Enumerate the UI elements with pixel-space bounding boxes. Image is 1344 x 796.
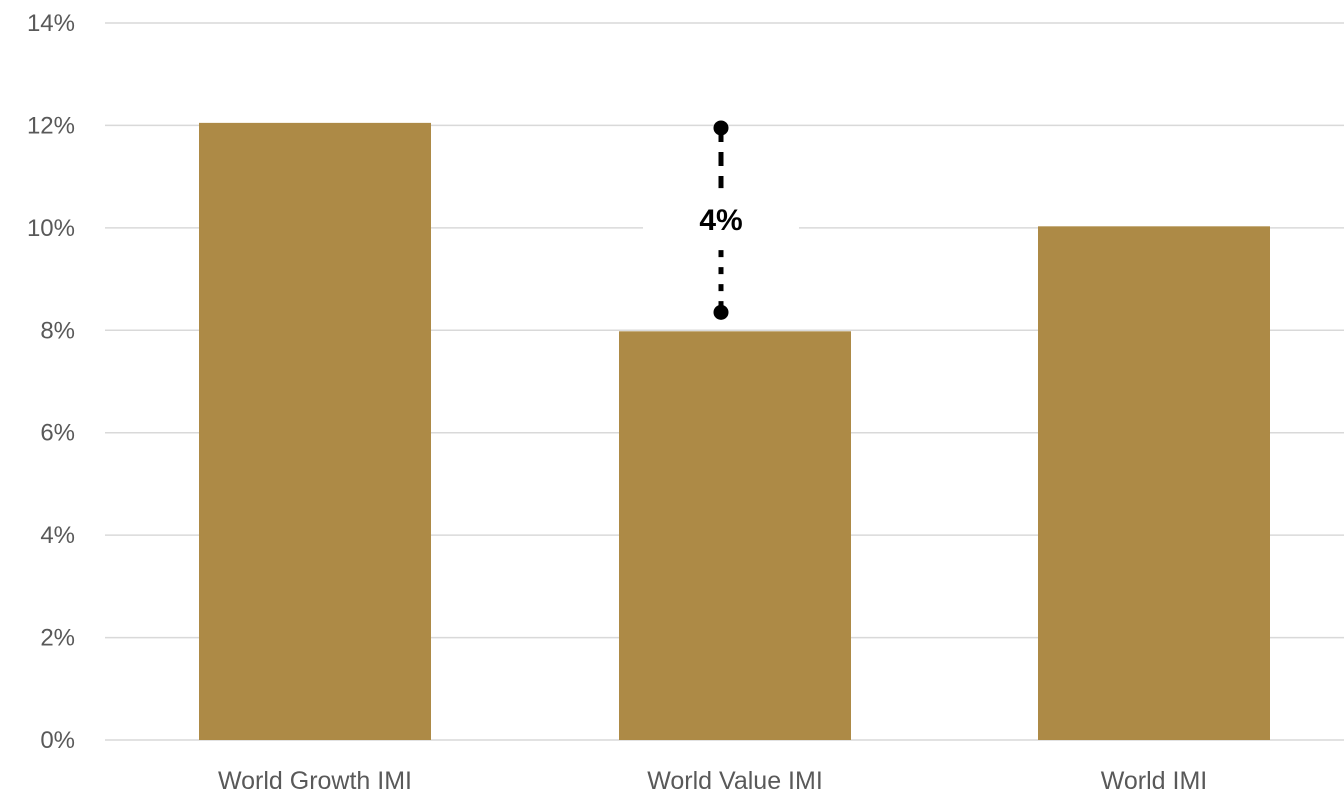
y-tick-label: 0% [40, 727, 75, 754]
x-axis-category-labels: World Growth IMI World Value IMI World IMI [218, 767, 1207, 795]
y-axis-tick-labels: 0% 2% 4% 6% 8% 10% 12% 14% [27, 10, 75, 754]
annotation-dot-bottom [713, 304, 729, 320]
annotation-label-background [643, 190, 799, 243]
annotation-dot-top [713, 120, 729, 136]
x-category-label: World Value IMI [647, 767, 823, 795]
bars [199, 122, 1270, 741]
difference-annotation: 4% [643, 120, 799, 320]
y-tick-label: 6% [40, 420, 75, 447]
y-tick-label: 2% [40, 625, 75, 652]
bar [619, 331, 851, 740]
y-tick-label: 4% [40, 522, 75, 549]
x-category-label: World IMI [1101, 767, 1208, 795]
bar [1038, 226, 1270, 741]
y-tick-label: 8% [40, 317, 75, 344]
y-tick-label: 14% [27, 10, 75, 37]
annotation-label: 4% [699, 204, 742, 237]
x-category-label: World Growth IMI [218, 767, 412, 795]
y-tick-label: 12% [27, 112, 75, 139]
bar [199, 122, 431, 740]
y-tick-label: 10% [27, 215, 75, 242]
